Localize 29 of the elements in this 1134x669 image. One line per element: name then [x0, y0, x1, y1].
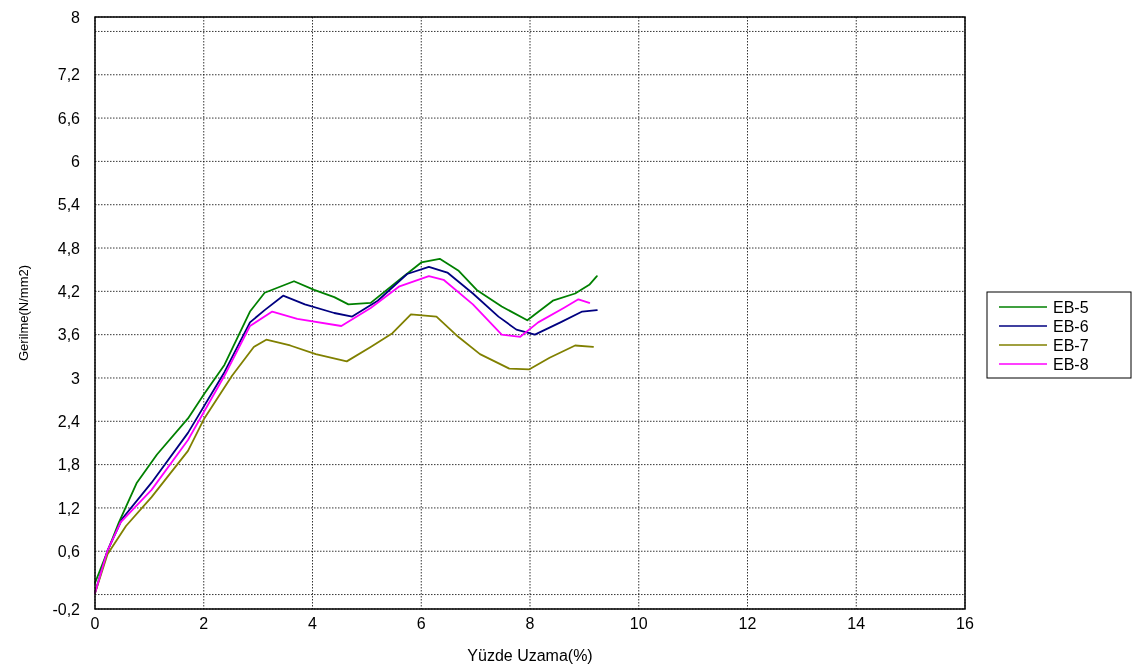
x-tick-label: 16 [956, 615, 974, 632]
x-tick-label: 2 [199, 615, 209, 632]
legend-label: EB-7 [1053, 336, 1089, 354]
y-tick-label: 3 [71, 369, 81, 387]
y-tick-label: 1,8 [57, 456, 81, 474]
y-tick-label: 3,6 [57, 326, 81, 344]
y-tick-label: 4,2 [57, 282, 81, 300]
x-tick-label: 10 [629, 615, 648, 632]
x-tick-label: 4 [308, 615, 318, 632]
y-tick-label: 5,4 [57, 196, 81, 214]
y-tick-label: 2,4 [57, 412, 81, 430]
y-tick-label: 8 [71, 8, 81, 26]
y-tick-label: 4,8 [57, 239, 81, 257]
y-tick-label: 0,6 [57, 542, 81, 560]
y-tick-label: 1,2 [57, 499, 81, 517]
y-tick-label: 7,2 [57, 66, 81, 84]
legend-label: EB-6 [1053, 317, 1089, 335]
y-tick-label: 6,6 [57, 109, 81, 127]
x-tick-label: 6 [416, 615, 426, 632]
x-tick-label: 0 [90, 615, 100, 632]
y-tick-label: -0,2 [52, 600, 81, 618]
y-tick-label: 6 [71, 152, 81, 170]
x-tick-label: 14 [847, 615, 866, 632]
legend-label: EB-8 [1053, 355, 1089, 373]
x-tick-label: 8 [525, 615, 535, 632]
legend-label: EB-5 [1053, 298, 1089, 316]
y-axis-title: Gerilme(N/mm2) [16, 264, 31, 362]
x-axis-title: Yüzde Uzama(%) [467, 647, 593, 664]
x-tick-label: 12 [738, 615, 757, 632]
